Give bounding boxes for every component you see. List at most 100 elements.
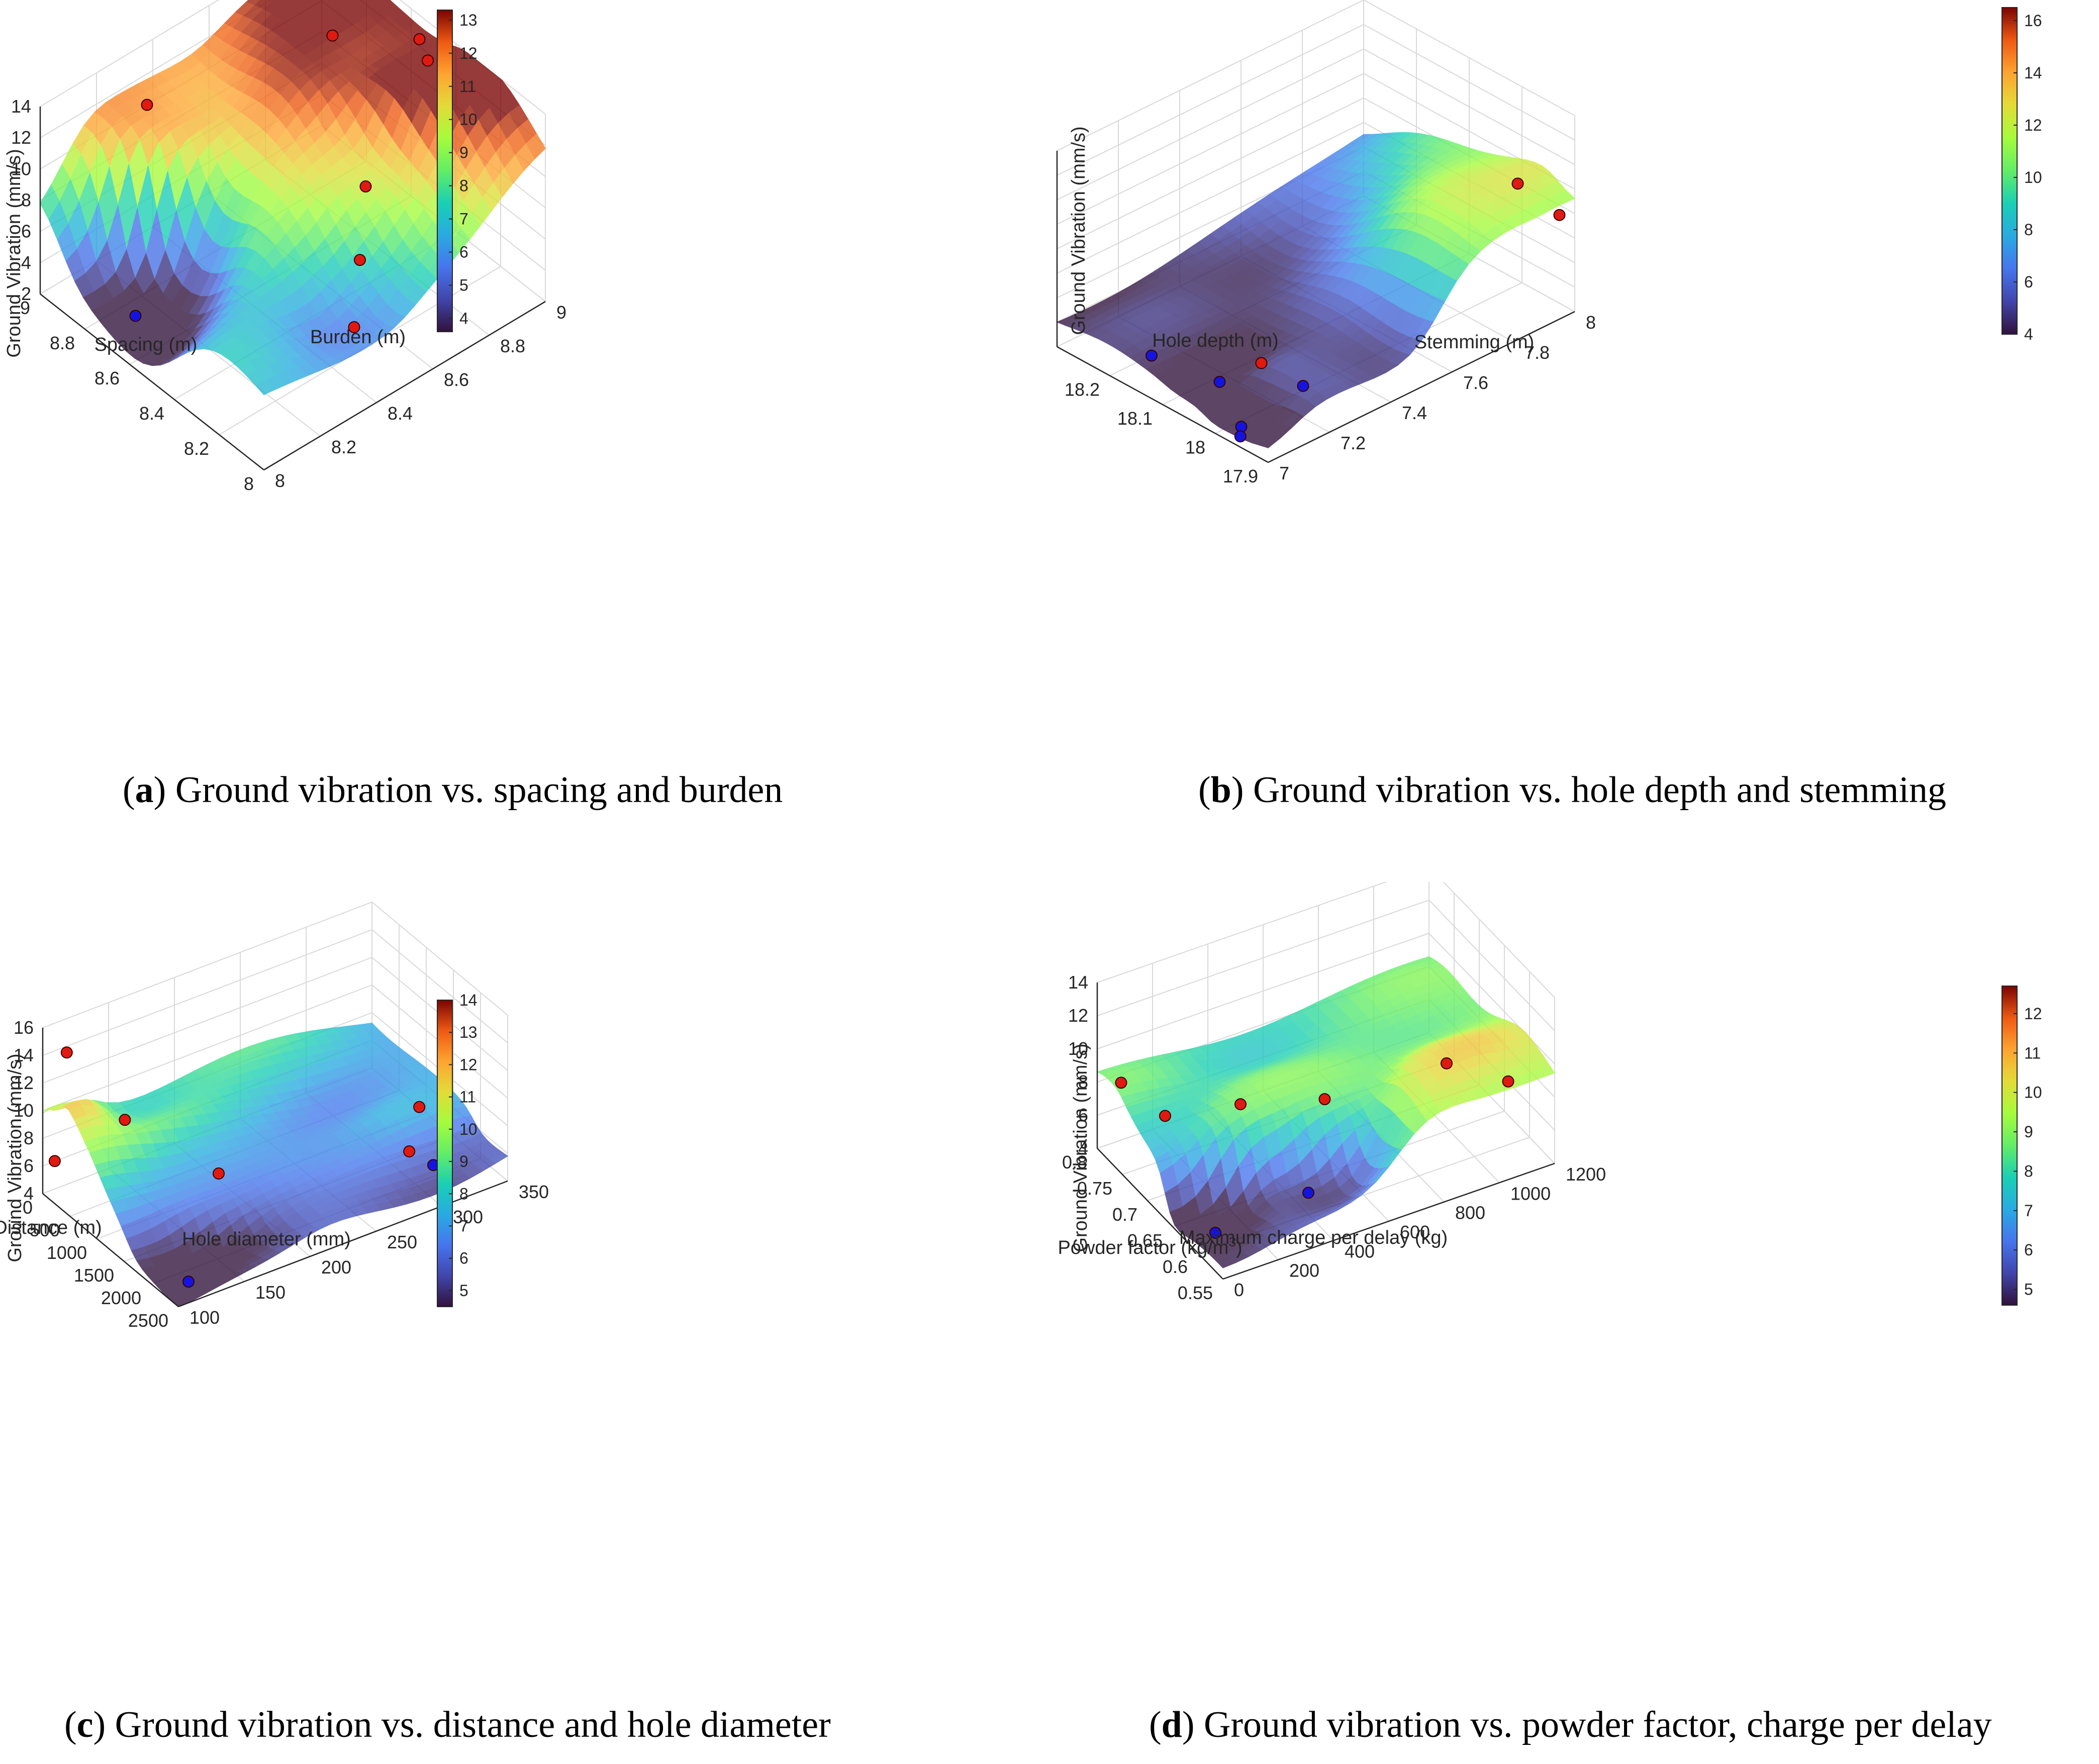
colorbar-tick-c: 9 (459, 1152, 468, 1170)
y-tick-b: 8 (1586, 312, 1596, 333)
x-tick-d: 0.8 (1062, 1152, 1087, 1172)
x-tick-d: 0.75 (1077, 1178, 1112, 1199)
data-point-d-1 (1159, 1110, 1171, 1122)
x-tick-a: 8.2 (184, 438, 209, 459)
data-point-c-6 (403, 1145, 416, 1157)
z-tick-a: 4 (21, 252, 31, 273)
z-tick-c: 10 (14, 1100, 34, 1121)
colorbar-tick-b: 8 (2024, 221, 2033, 239)
z-tick-d: 4 (1078, 1138, 1088, 1158)
colorbar-tick-b: 10 (2024, 168, 2042, 186)
y-tick-a: 8.8 (500, 336, 525, 356)
colorbar-tick-d: 7 (2024, 1202, 2033, 1220)
data-point-a-3 (413, 33, 426, 46)
data-point-d-7 (1502, 1075, 1514, 1088)
colorbar-tick-b: 16 (2024, 12, 2042, 30)
y-tick-d: 400 (1345, 1241, 1375, 1261)
colorbar-tick-d: 5 (2024, 1281, 2033, 1299)
colorbar-a (437, 10, 453, 332)
data-point-d-5 (1302, 1187, 1314, 1199)
y-tick-b: 7.2 (1341, 433, 1366, 453)
y-tick-c: 100 (189, 1307, 220, 1328)
x-axis-label-b: Hole depth (m) (1152, 330, 1278, 351)
data-point-c-1 (119, 1114, 131, 1126)
colorbar-tick-a: 4 (459, 310, 468, 328)
y-axis-label-b: Stemming (m) (1414, 332, 1535, 353)
x-tick-d: 0.65 (1127, 1230, 1163, 1251)
z-tick-a: 6 (21, 221, 31, 242)
z-tick-c: 12 (14, 1072, 34, 1093)
x-tick-c: 2500 (128, 1310, 168, 1331)
x-tick-a: 8 (244, 473, 254, 494)
data-point-a-7 (348, 321, 360, 333)
y-tick-c: 350 (519, 1182, 549, 1202)
data-point-a-6 (354, 254, 366, 266)
colorbar-tick-d: 9 (2024, 1123, 2033, 1141)
data-point-b-3 (1297, 379, 1309, 392)
data-point-c-3 (213, 1167, 225, 1180)
panel-b: 18.318.218.11817.977.27.47.67.8824681012… (1050, 0, 2099, 882)
panel-c: 0 500 1000 1500 2000 2500 100 150 200 250 300 350 4 6… (0, 882, 1050, 1764)
colorbar-tick-a: 8 (459, 177, 468, 195)
z-tick-c: 8 (24, 1128, 34, 1148)
y-tick-b: 7.8 (1524, 342, 1550, 363)
z-tick-c: 6 (24, 1155, 34, 1176)
colorbar-b (2001, 7, 2018, 335)
y-axis-label-c: Hole diameter (mm) (182, 1229, 351, 1250)
y-tick-d: 800 (1455, 1203, 1485, 1223)
y-tick-a: 8.4 (388, 403, 413, 424)
y-tick-a: 8.6 (444, 369, 469, 390)
y-tick-c: 150 (255, 1282, 285, 1303)
data-point-b-7 (1553, 209, 1566, 221)
y-tick-d: 1200 (1566, 1164, 1606, 1185)
x-tick-a: 8.6 (94, 368, 120, 388)
z-tick-d: 10 (1068, 1038, 1088, 1059)
z-tick-d: 14 (1068, 972, 1088, 993)
colorbar-c (437, 1000, 453, 1307)
y-tick-d: 200 (1289, 1260, 1319, 1281)
colorbar-tick-c: 5 (459, 1282, 468, 1300)
colorbar-tick-a: 7 (459, 210, 468, 228)
x-tick-d: 0.7 (1112, 1204, 1137, 1225)
colorbar-tick-a: 11 (459, 77, 476, 95)
data-point-b-6 (1511, 177, 1524, 190)
x-tick-a: 8.4 (139, 403, 164, 424)
x-tick-a: 8.8 (50, 333, 75, 353)
z-tick-a: 14 (11, 96, 31, 117)
colorbar-tick-b: 14 (2024, 64, 2042, 82)
surface-b (1056, 132, 1576, 448)
y-tick-a: 8.2 (331, 437, 356, 457)
colorbar-tick-c: 7 (459, 1217, 468, 1235)
colorbar-tick-a: 10 (459, 111, 478, 129)
z-tick-d: 6 (1078, 1105, 1088, 1125)
surface-d (1096, 956, 1555, 1268)
panel-d: 0.8 0.75 0.7 0.65 0.6 0.55 0 200 400 600 800 1000 12… (1050, 882, 2099, 1764)
colorbar-tick-a: 9 (459, 144, 468, 162)
x-tick-c: 500 (30, 1220, 60, 1240)
caption-b: (b) Ground vibration vs. hole depth and … (1198, 769, 1947, 811)
z-tick-c: 14 (14, 1045, 34, 1065)
y-tick-c: 250 (387, 1232, 417, 1252)
x-axis-label-a: Spacing (m) (94, 334, 198, 355)
z-tick-a: 8 (21, 190, 31, 211)
data-point-c-2 (48, 1155, 61, 1167)
x-tick-d: 0.6 (1163, 1256, 1188, 1277)
caption-a: (a) Ground vibration vs. spacing and bur… (123, 769, 783, 811)
colorbar-tick-c: 10 (459, 1120, 478, 1138)
z-tick-d: 8 (1078, 1071, 1088, 1092)
z-tick-a: 2 (21, 283, 31, 304)
y-tick-c: 300 (453, 1207, 483, 1227)
caption-d: (d) Ground vibration vs. powder factor, … (1149, 1704, 1992, 1745)
colorbar-tick-c: 12 (459, 1055, 478, 1073)
colorbar-tick-d: 11 (2024, 1044, 2041, 1062)
chart-a: 98.88.68.48.28 88.28.48.68.892468101214Gr… (4, 0, 566, 494)
colorbar-tick-d: 8 (2024, 1162, 2033, 1180)
data-point-a-0 (141, 99, 153, 111)
x-tick-b: 18.1 (1117, 408, 1153, 429)
data-point-c-5 (413, 1101, 426, 1113)
colorbar-tick-b: 6 (2024, 273, 2033, 291)
colorbar-tick-a: 12 (459, 44, 478, 62)
colorbar-tick-c: 11 (459, 1088, 476, 1106)
z-tick-c: 16 (14, 1017, 34, 1038)
data-point-d-0 (1115, 1076, 1127, 1089)
